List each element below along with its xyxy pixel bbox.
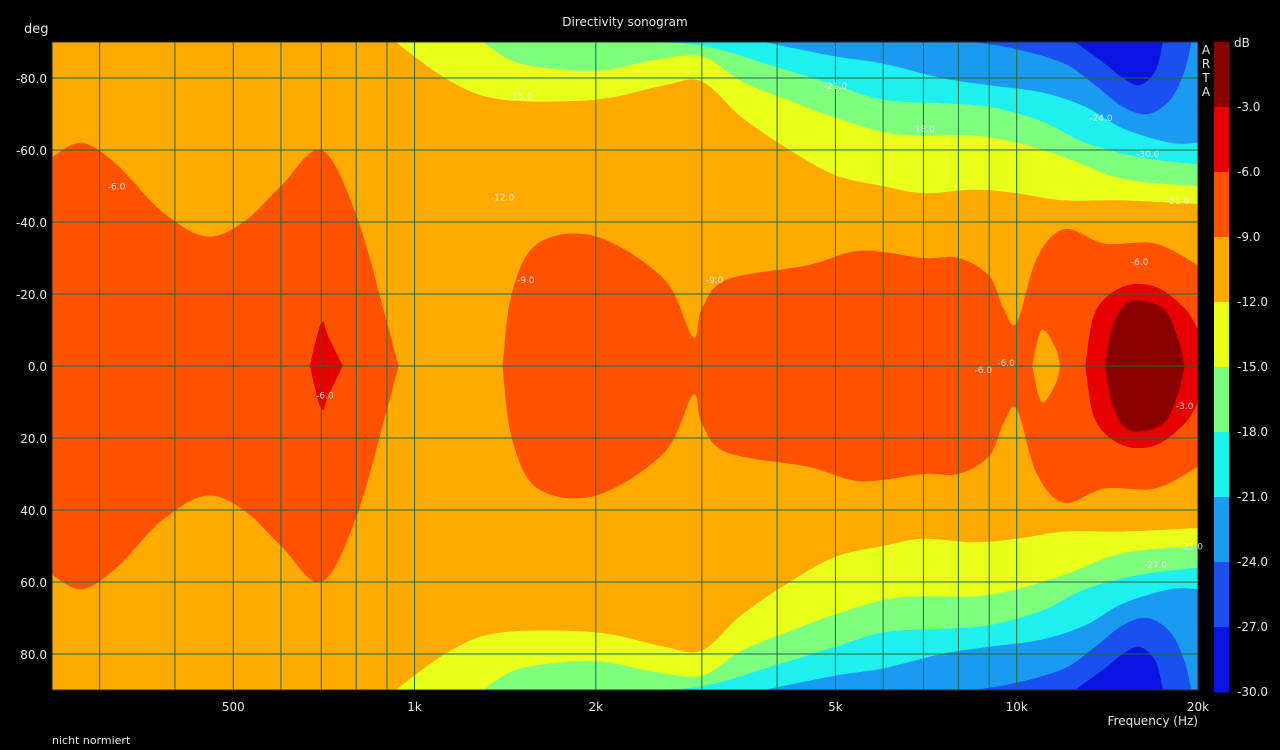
contour-region-top-5 — [1075, 42, 1198, 86]
contour-labels: -6.0 -15.0 -12.0 -9.0 -9.0 -21.0 -18.0 -24.0 -30… — [108, 82, 1204, 571]
y-tick-label: -40.0 — [16, 216, 47, 230]
colorbar-band — [1214, 237, 1229, 303]
contour-label: -15.0 — [509, 93, 533, 103]
colorbar-tick-label: -24.0 — [1237, 555, 1268, 569]
contour-label: -27.0 — [1144, 561, 1168, 571]
x-tick-label: 10k — [1006, 700, 1028, 714]
grid-lines — [51, 41, 1199, 691]
contour-label: -9.0 — [706, 276, 724, 286]
contour-label: -21.0 — [1166, 197, 1190, 207]
colorbar-band — [1214, 432, 1229, 498]
brand-letter: T — [1201, 71, 1210, 85]
contour-label: -6.0 — [975, 366, 993, 376]
contour-label: -21.0 — [824, 82, 848, 92]
y-tick-labels: -80.0 -60.0 -40.0 -20.0 0.0 20.0 40.0 60.0 80.0 — [16, 72, 47, 662]
x-tick-label: 20k — [1187, 700, 1209, 714]
contour-label: -30.0 — [1136, 150, 1160, 160]
y-tick-label: 60.0 — [20, 576, 47, 590]
contour-label: -18.0 — [912, 125, 936, 135]
colorbar-tick-label: -18.0 — [1237, 425, 1268, 439]
brand-letter: A — [1202, 43, 1211, 57]
contour-label: -24.0 — [1089, 114, 1113, 124]
x-tick-labels: 500 1k 2k 5k 10k 20k — [222, 700, 1209, 714]
colorbar: -3.0 -6.0 -9.0 -12.0 -15.0 -18.0 -21.0 -24.0 -27… — [1214, 42, 1268, 699]
y-tick-label: 20.0 — [20, 432, 47, 446]
colorbar-tick-label: -27.0 — [1237, 620, 1268, 634]
colorbar-tick-label: -15.0 — [1237, 360, 1268, 374]
brand-letter: A — [1202, 85, 1211, 99]
y-axis-label: deg — [24, 22, 49, 37]
colorbar-tick-label: -9.0 — [1237, 230, 1260, 244]
colorbar-band — [1214, 627, 1229, 693]
chart-title: Directivity sonogram — [562, 15, 687, 29]
colorbar-band — [1214, 107, 1229, 173]
x-tick-label: 5k — [828, 700, 843, 714]
footnote: nicht normiert — [52, 734, 131, 747]
colorbar-band — [1214, 497, 1229, 563]
colorbar-tick-label: -3.0 — [1237, 100, 1260, 114]
x-tick-label: 1k — [407, 700, 422, 714]
contour-label: -6.0 — [997, 359, 1015, 369]
contour-label: -3.0 — [1176, 402, 1194, 412]
contour-label: -12.0 — [491, 193, 515, 203]
contour-region-bottom-5 — [1075, 646, 1198, 690]
colorbar-tick-label: -30.0 — [1237, 685, 1268, 699]
contour-label: -6.0 — [108, 183, 126, 193]
x-tick-label: 500 — [222, 700, 245, 714]
colorbar-unit: dB — [1234, 36, 1250, 50]
colorbar-band — [1214, 42, 1229, 108]
x-tick-label: 2k — [589, 700, 604, 714]
y-tick-label: -80.0 — [16, 72, 47, 86]
x-axis-label: Frequency (Hz) — [1108, 714, 1199, 728]
brand-letter: R — [1202, 57, 1210, 71]
contour-label: -21.0 — [1180, 543, 1204, 553]
colorbar-band — [1214, 302, 1229, 368]
contour-label: -6.0 — [316, 391, 334, 401]
contour-label: -6.0 — [1131, 258, 1149, 268]
colorbar-band — [1214, 562, 1229, 628]
plot-frame — [51, 41, 1199, 691]
colorbar-tick-label: -21.0 — [1237, 490, 1268, 504]
colorbar-tick-label: -12.0 — [1237, 295, 1268, 309]
colorbar-band — [1214, 367, 1229, 433]
colorbar-tick-label: -6.0 — [1237, 165, 1260, 179]
y-tick-label: 40.0 — [20, 504, 47, 518]
y-tick-label: -60.0 — [16, 144, 47, 158]
y-tick-label: 80.0 — [20, 648, 47, 662]
y-tick-label: -20.0 — [16, 288, 47, 302]
y-tick-label: 0.0 — [28, 360, 47, 374]
colorbar-band — [1214, 172, 1229, 238]
contour-label: -9.0 — [517, 276, 535, 286]
